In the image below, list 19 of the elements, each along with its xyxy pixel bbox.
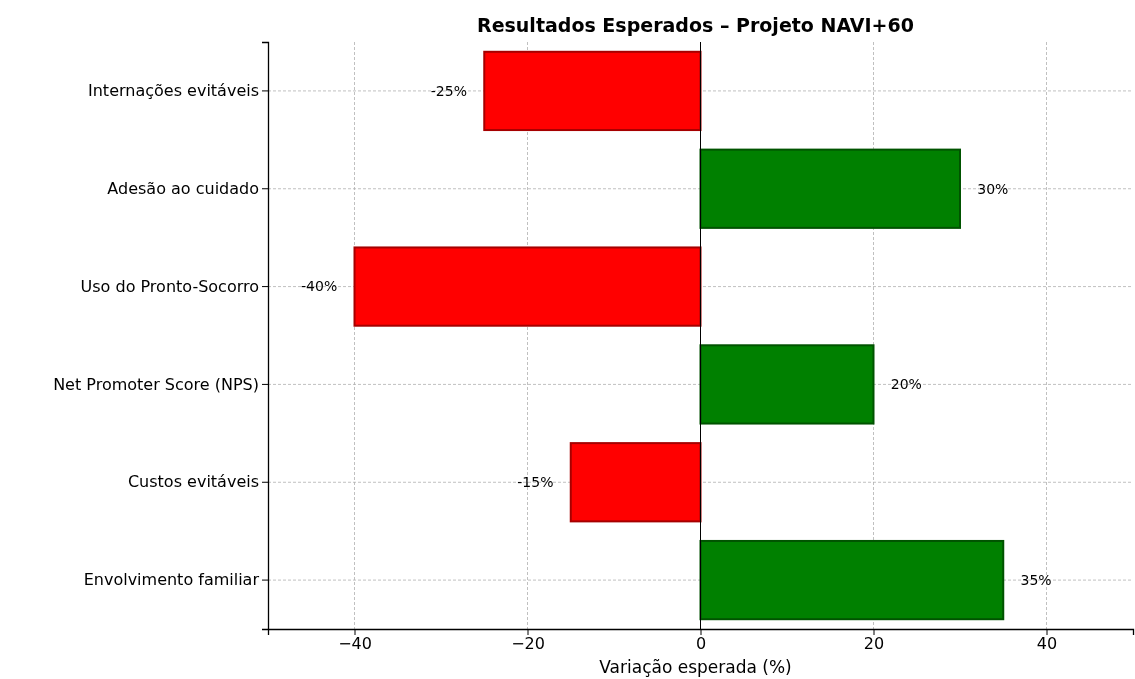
y-tick-label: Adesão ao cuidado [107,178,259,198]
x-tick-label: 0 [695,634,707,654]
x-tick-label: 40 [1036,634,1058,654]
data-label: -40% [301,278,338,295]
y-tick-label: Custos evitáveis [127,472,259,492]
y-tick-label: Envolvimento familiar [83,570,260,590]
x-tick-label: −40 [338,634,372,654]
chart-title: Resultados Esperados – Projeto NAVI+60 [477,14,914,36]
x-tick-label: −20 [511,634,545,654]
x-axis-title: Variação esperada (%) [599,657,792,677]
y-tick-label: Internações evitáveis [88,81,259,101]
data-label: -25% [430,82,467,99]
data-label: -15% [517,474,554,491]
x-tick-label: 20 [863,634,885,654]
data-label: 20% [890,376,922,393]
data-label: 30% [977,180,1009,197]
y-tick-label: Uso do Pronto-Socorro [80,276,259,296]
data-label: 35% [1020,571,1052,588]
y-tick-label: Net Promoter Score (NPS) [53,374,259,394]
